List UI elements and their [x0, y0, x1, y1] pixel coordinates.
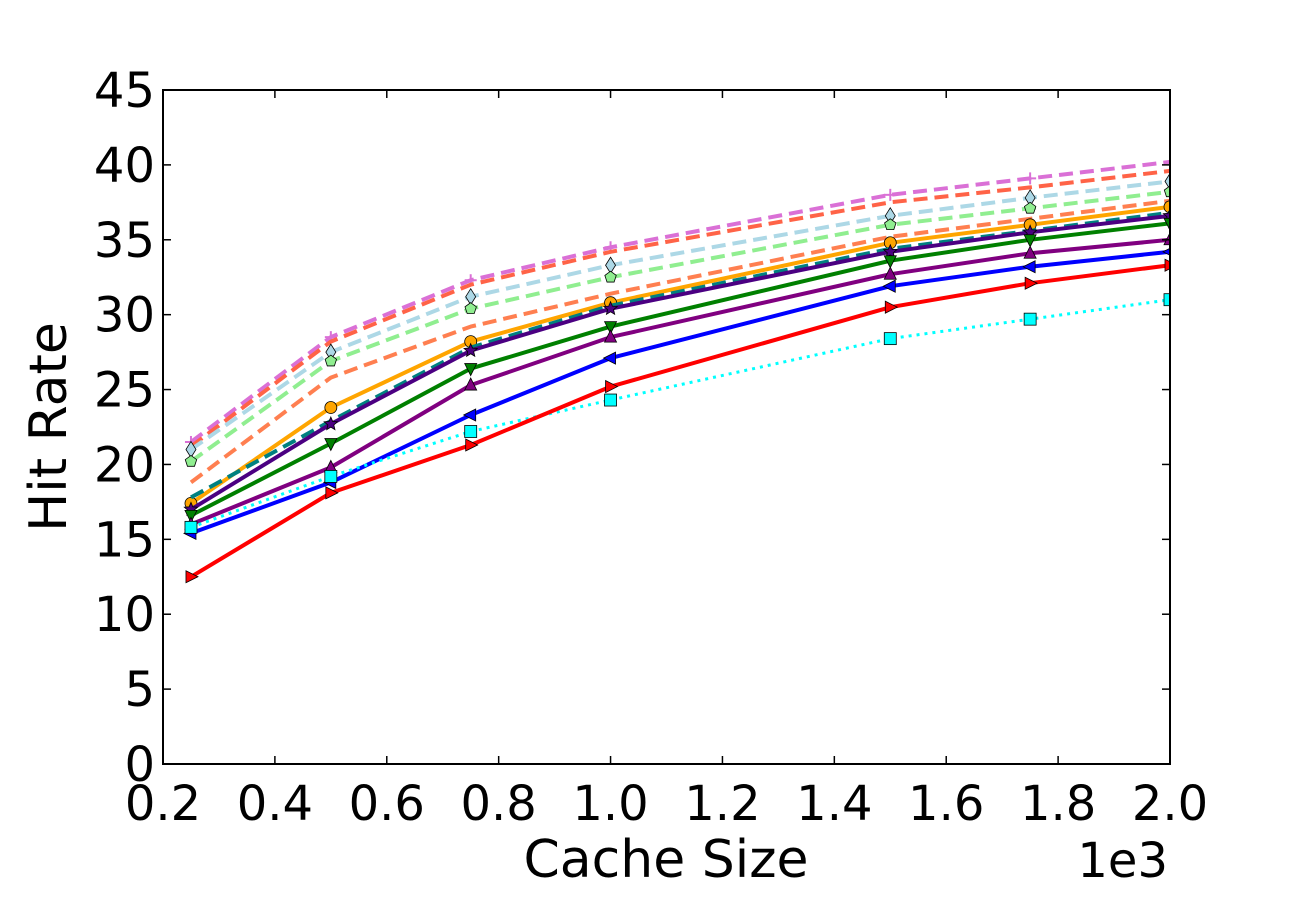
x-tick-label-1: 0.4	[237, 776, 313, 832]
series-8-point-6	[1163, 217, 1170, 232]
series-3-point-3	[604, 270, 617, 283]
series-9-point-3	[603, 329, 618, 343]
series-0-point-5	[1024, 172, 1037, 185]
x-tick-label-6: 1.4	[796, 776, 872, 832]
y-tick-label-9: 45	[94, 63, 155, 119]
series-12-point-4	[884, 300, 899, 314]
plot-frame	[162, 89, 1171, 765]
series-10-point-5	[1022, 260, 1036, 274]
x-tick-label-8: 1.8	[1020, 776, 1096, 832]
series-11-point-3	[604, 393, 617, 407]
x-axis-label: Cache Size	[524, 830, 809, 890]
series-11	[184, 293, 1170, 534]
series-12	[185, 258, 1170, 584]
series-8-point-1	[324, 438, 338, 452]
y-axis-label: Hit Rate	[19, 322, 79, 532]
series-3-point-0	[184, 454, 198, 467]
series-8-point-4	[883, 255, 897, 269]
series-3-point-6	[1163, 185, 1170, 198]
x-offset-label: 1e3	[1077, 833, 1168, 889]
series-8-point-0	[184, 509, 198, 524]
series-12-point-0	[185, 570, 199, 584]
series-12-point-3	[605, 379, 619, 394]
series-3	[184, 185, 1170, 467]
y-tick-label-1: 5	[124, 662, 155, 718]
y-tick-label-6: 30	[94, 288, 155, 344]
series-11-point-2	[464, 425, 478, 438]
series-11-point-5	[1023, 312, 1037, 326]
y-tick-label-8: 40	[94, 138, 155, 194]
x-tick-label-4: 1.0	[572, 776, 648, 832]
series-12-point-2	[465, 438, 479, 452]
series-11-point-0	[184, 520, 198, 534]
series-0-point-4	[884, 188, 897, 201]
series-8	[184, 217, 1170, 524]
x-tick-label-0: 0.2	[125, 776, 201, 832]
series-8-point-5	[1023, 234, 1037, 248]
series-12-point-5	[1024, 276, 1039, 290]
x-tick-label-7: 1.6	[908, 776, 984, 832]
series-0-point-6	[1164, 155, 1170, 168]
series-5-point-1	[324, 401, 338, 414]
x-tick-label-9: 2.0	[1132, 776, 1208, 832]
series-2-point-6	[1164, 172, 1170, 191]
series-9-point-2	[464, 377, 478, 391]
ticks-layer: 0.2 0.4 0.6 0.8 1.0 1.2 1.4 1.6 1.8 2.0 0 5 10 15 20 25…	[94, 63, 1208, 832]
series-3-point-1	[324, 354, 338, 367]
series-11-point-6	[1163, 293, 1170, 307]
series-9-point-4	[883, 266, 897, 280]
series-9-point-6	[1163, 231, 1170, 246]
series-8-point-2	[464, 363, 478, 377]
series-11-point-1	[324, 470, 338, 483]
series-7-point-4	[882, 243, 898, 259]
series-12-point-6	[1164, 258, 1170, 272]
series-1-line	[189, 168, 1170, 449]
y-tick-label-0: 0	[124, 737, 155, 793]
series-9-point-5	[1023, 245, 1037, 259]
y-tick-label-5: 25	[94, 363, 155, 419]
series-5-point-6	[1163, 200, 1170, 214]
x-tick-label-3: 0.8	[460, 776, 536, 832]
series-10-point-4	[882, 279, 896, 293]
x-tick-label-2: 0.6	[349, 776, 425, 832]
series-11-point-4	[883, 332, 897, 346]
y-tick-label-2: 10	[94, 587, 155, 643]
series-7-point-2	[463, 342, 479, 358]
series-0	[184, 155, 1170, 448]
series-10-point-3	[602, 351, 616, 365]
y-tick-label-7: 35	[94, 213, 155, 269]
series-7	[183, 207, 1170, 516]
series-12-point-1	[325, 486, 339, 500]
series-3-point-5	[1023, 201, 1037, 214]
series-7-point-3	[602, 300, 619, 316]
y-tick-label-4: 20	[94, 437, 155, 493]
x-tick-label-5: 1.2	[684, 776, 760, 832]
series-10-point-2	[462, 408, 477, 422]
series-8-point-3	[603, 321, 618, 335]
series-3-point-2	[464, 302, 477, 314]
series-1	[189, 168, 1170, 449]
series-0-line	[189, 159, 1170, 444]
series-3-point-4	[884, 218, 897, 231]
y-tick-label-3: 15	[94, 512, 155, 568]
series-7-point-1	[323, 415, 339, 431]
series-layer	[183, 155, 1170, 584]
